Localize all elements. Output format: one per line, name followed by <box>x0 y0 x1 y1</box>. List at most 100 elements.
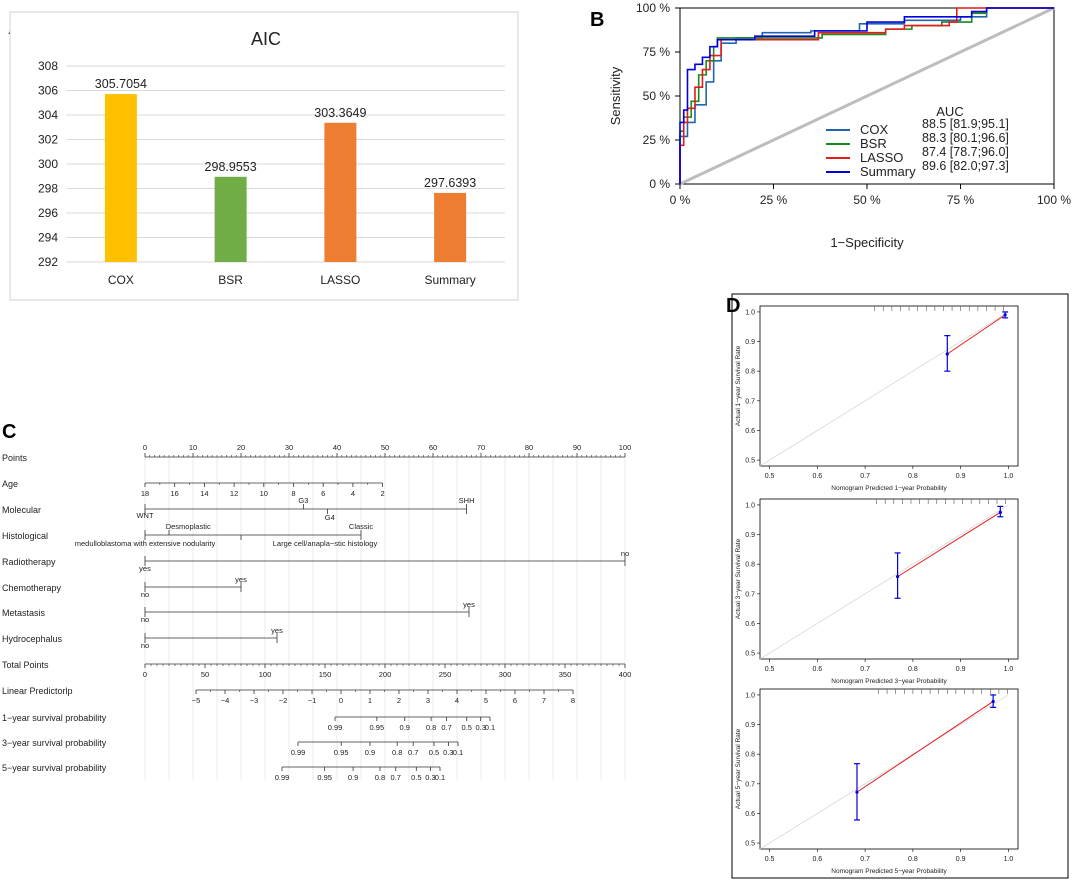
nomogram-category-label: Classic <box>349 522 373 531</box>
aic-gridlines <box>66 65 505 263</box>
panel-letter-b: B <box>590 9 604 31</box>
nomogram-row-label: Histological <box>2 531 48 541</box>
panel-letter-c: C <box>2 421 16 443</box>
aic-y-tick-label: 306 <box>38 84 58 98</box>
calibration-y-tick-label: 1.0 <box>745 692 755 699</box>
nomogram-category-label: no <box>141 590 149 599</box>
nomogram-row-label: Chemotherapy <box>2 583 62 593</box>
calibration-y-axis-label: Actual 5−year Survival Rate <box>735 728 742 809</box>
calibration-x-tick-label: 0.5 <box>765 856 775 863</box>
calibration-y-tick-label: 1.0 <box>745 502 755 509</box>
nomogram-tick-label: 0.7 <box>441 723 451 732</box>
nomogram-category-label: Large cell/anapla−stic histology <box>273 539 378 548</box>
nomogram-row-label: Radiotherapy <box>2 557 56 567</box>
roc-reference-diagonal <box>679 6 1055 186</box>
roc-legend-auc: 89.6 [82.0;97.3] <box>922 159 1009 173</box>
calibration-x-tick-label: 0.9 <box>956 856 966 863</box>
nomogram-tick-label: 70 <box>477 443 485 452</box>
calibration-x-tick-label: 0.9 <box>956 666 966 673</box>
calibration-plot-3: 0.5 0.6 0.7 0.8 0.9 1.0 0.5 0.6 0.7 0.8 0.9 1.0 Nomo… <box>735 688 1019 875</box>
roc-legend-auc: 87.4 [78.7;96.0] <box>922 145 1009 159</box>
roc-x-tick-label: 50 % <box>853 193 881 207</box>
aic-bars <box>104 94 467 263</box>
roc-legend-name: COX <box>860 122 889 137</box>
calibration-plot-2: 0.5 0.6 0.7 0.8 0.9 1.0 0.5 0.6 0.7 0.8 0.9 1.0 Nomo… <box>735 498 1019 685</box>
calibration-y-tick-label: 0.7 <box>745 591 755 598</box>
calibration-y-tick-label: 0.7 <box>745 781 755 788</box>
roc-y-tick-label: 100 % <box>636 1 670 15</box>
calibration-plot-box <box>759 688 1019 850</box>
aic-value-label: 298.9553 <box>205 160 257 174</box>
calibration-x-tick-label: 0.8 <box>908 666 918 673</box>
nomogram-tick-label: 50 <box>201 670 209 679</box>
calibration-ideal-line <box>759 504 1009 660</box>
nomogram-gridlines <box>144 456 626 780</box>
calibration-y-axis-label: Actual 1−year Survival Rate <box>735 345 742 426</box>
nomogram-row-label: Points <box>2 453 28 463</box>
calibration-y-tick-label: 0.8 <box>745 562 755 569</box>
nomogram-category-label: no <box>621 549 629 558</box>
roc-legend-title: AUC <box>936 104 963 119</box>
nomogram-tick-label: 0.1 <box>435 773 445 782</box>
roc-x-tick-label: 25 % <box>760 193 788 207</box>
calibration-x-tick-label: 0.9 <box>956 473 966 480</box>
nomogram-tick-label: 0.3 <box>443 748 453 757</box>
calibration-plot-box <box>759 498 1019 660</box>
nomogram-tick-label: 1 <box>368 696 372 705</box>
nomogram-category-label: Desmoplastic <box>166 522 211 531</box>
calibration-x-tick-label: 1.0 <box>1004 473 1014 480</box>
calibration-ideal-line <box>759 694 1009 850</box>
aic-value-label: 303.3649 <box>314 106 366 120</box>
calibration-x-axis-label: Nomogram Predicted 5−year Probability <box>831 868 947 875</box>
nomogram-tick-label: 100 <box>619 443 632 452</box>
nomogram-tick-label: 80 <box>525 443 533 452</box>
calibration-x-tick-label: 0.6 <box>812 666 822 673</box>
roc-y-tick-label: 50 % <box>643 89 671 103</box>
calibration-point <box>945 352 949 356</box>
calibration-y-tick-label: 0.6 <box>745 428 755 435</box>
calibration-point <box>855 790 859 794</box>
nomogram-tick-label: 200 <box>379 670 392 679</box>
nomogram-tick-label: 8 <box>291 489 295 498</box>
nomogram-category-label: yes <box>463 600 475 609</box>
nomogram-tick-label: 0.8 <box>426 723 436 732</box>
nomogram-tick-label: 300 <box>499 670 512 679</box>
nomogram-tick-label: −1 <box>308 696 317 705</box>
nomogram-tick-label: 0 <box>143 443 147 452</box>
calibration-x-tick-label: 0.7 <box>860 473 870 480</box>
calibration-y-axis-label: Actual 3−year Survival Rate <box>735 538 742 619</box>
nomogram-tick-label: 0.95 <box>334 748 349 757</box>
aic-y-tick-label: 294 <box>38 231 58 245</box>
aic-y-tick-label: 300 <box>38 157 58 171</box>
roc-x-axis-label: 1−Specificity <box>830 235 904 250</box>
nomogram-tick-label: −5 <box>192 696 201 705</box>
nomogram-row-label: Total Points <box>2 660 49 670</box>
aic-category-label: Summary <box>424 273 475 287</box>
calibration-y-tick-label: 0.5 <box>745 651 755 658</box>
aic-category-label: COX <box>108 273 134 287</box>
nomogram-tick-label: 0.1 <box>453 748 463 757</box>
nomogram-tick-label: 4 <box>455 696 459 705</box>
nomogram-tick-label: 0.9 <box>365 748 375 757</box>
calibration-x-tick-label: 1.0 <box>1004 666 1014 673</box>
calibration-y-tick-label: 0.8 <box>745 369 755 376</box>
calibration-fit-line <box>856 701 994 793</box>
nomogram-tick-label: 0.7 <box>391 773 401 782</box>
nomogram-tick-label: 5 <box>484 696 488 705</box>
nomogram-category-label: G3 <box>298 496 308 505</box>
nomogram-category-label: WNT <box>136 511 153 520</box>
roc-y-tick-label: 25 % <box>643 133 671 147</box>
nomogram-tick-label: 350 <box>559 670 572 679</box>
aic-y-tick-label: 292 <box>38 255 58 269</box>
nomogram-tick-label: 7 <box>542 696 546 705</box>
calibration-point <box>896 575 900 579</box>
aic-value-label: 297.6393 <box>424 176 476 190</box>
nomogram-tick-label: 0.5 <box>462 723 472 732</box>
nomogram-tick-label: 2 <box>397 696 401 705</box>
calibration-y-tick-label: 0.9 <box>745 722 755 729</box>
roc-x-ticks: 0 % 25 % 50 % 75 % 100 % <box>670 184 1071 207</box>
calibration-fit-line <box>897 511 1001 578</box>
nomogram-row-label: Linear Predictorlp <box>2 686 73 696</box>
nomogram-row-label: Metastasis <box>2 608 46 618</box>
nomogram-category-label: no <box>141 641 149 650</box>
